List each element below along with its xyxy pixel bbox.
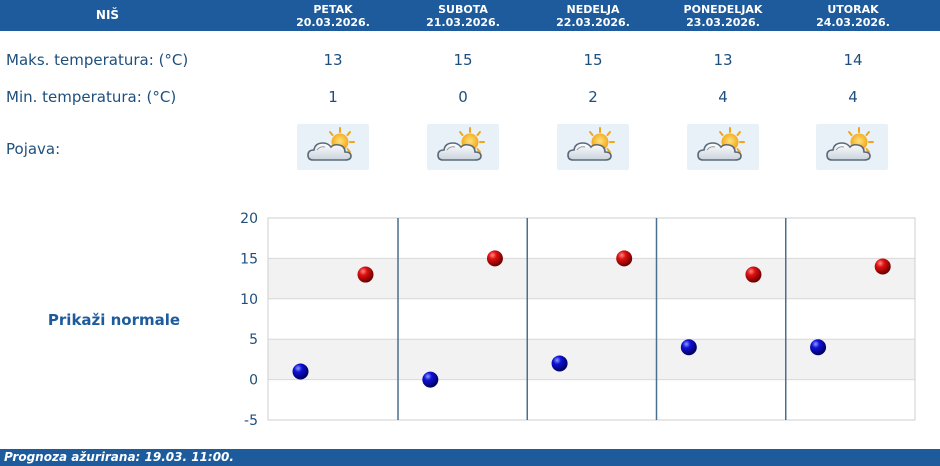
day-name: NEDELJA xyxy=(566,3,620,16)
y-tick-label: -5 xyxy=(244,413,258,429)
day-name: PONEDELJAK xyxy=(683,3,763,16)
day-date: 24.03.2026. xyxy=(816,16,890,29)
plot-frame xyxy=(267,217,916,421)
max-temp-point xyxy=(357,266,374,283)
max-temp-value: 13 xyxy=(323,51,343,69)
chart-band xyxy=(268,379,915,420)
temperature-chart: 20 15 10 5 0 -5 xyxy=(240,211,916,429)
partly-cloudy-icon xyxy=(557,124,629,170)
city-name: NIŠ xyxy=(95,8,120,22)
chart-band xyxy=(268,298,915,340)
max-temp-point xyxy=(745,266,762,283)
day-header-0: PETAK 20.03.2026. xyxy=(268,0,398,31)
day-date: 20.03.2026. xyxy=(296,16,370,29)
day-name: SUBOTA xyxy=(438,3,488,16)
min-temp-value: 2 xyxy=(588,88,598,106)
day-date: 22.03.2026. xyxy=(556,16,630,29)
day-header-2: NEDELJA 22.03.2026. xyxy=(528,0,658,31)
day-date: 21.03.2026. xyxy=(426,16,500,29)
min-temp-point xyxy=(422,371,439,388)
max-temp-value: 14 xyxy=(843,51,863,69)
show-normals-link[interactable]: Prikaži normale xyxy=(47,311,181,329)
day-name: UTORAK xyxy=(827,3,879,16)
min-temp-point xyxy=(551,355,568,372)
chart-band xyxy=(268,339,915,380)
chart-band xyxy=(268,218,915,259)
min-temp-value: 4 xyxy=(718,88,728,106)
max-temp-point xyxy=(486,250,503,267)
max-temp-value: 15 xyxy=(453,51,473,69)
y-tick-label: 20 xyxy=(240,211,258,227)
y-tick-label: 15 xyxy=(240,251,258,267)
min-temp-value: 1 xyxy=(328,88,338,106)
max-temp-label: Maks. temperatura: (°C) xyxy=(6,51,189,69)
min-temp-label: Min. temperatura: (°C) xyxy=(6,88,177,106)
y-tick-label: 10 xyxy=(240,292,258,308)
y-tick-label: 0 xyxy=(249,373,258,389)
footer-bar: Prognoza ažurirana: 19.03. 11:00. xyxy=(0,449,940,466)
min-temp-value: 4 xyxy=(848,88,858,106)
forecast-updated-text: Prognoza ažurirana: 19.03. 11:00. xyxy=(4,450,234,464)
partly-cloudy-icon xyxy=(427,124,499,170)
chart-band xyxy=(268,258,915,299)
max-temp-value: 15 xyxy=(583,51,603,69)
day-header-4: UTORAK 24.03.2026. xyxy=(788,0,918,31)
min-temp-value: 0 xyxy=(458,88,468,106)
phenomenon-label: Pojava: xyxy=(6,140,61,158)
max-temp-point xyxy=(616,250,633,267)
y-tick-label: 5 xyxy=(249,332,258,348)
max-temp-value: 13 xyxy=(713,51,733,69)
min-temp-point xyxy=(680,339,697,356)
partly-cloudy-icon xyxy=(687,124,759,170)
min-temp-point xyxy=(810,339,827,356)
forecast-header: NIŠ PETAK 20.03.2026. SUBOTA 21.03.2026.… xyxy=(0,0,940,31)
partly-cloudy-icon xyxy=(297,124,369,170)
partly-cloudy-icon xyxy=(816,124,888,170)
day-name: PETAK xyxy=(313,3,353,16)
day-header-1: SUBOTA 21.03.2026. xyxy=(398,0,528,31)
day-header-3: PONEDELJAK 23.03.2026. xyxy=(658,0,788,31)
min-temp-point xyxy=(292,363,309,380)
max-temp-point xyxy=(874,258,891,275)
day-date: 23.03.2026. xyxy=(686,16,760,29)
